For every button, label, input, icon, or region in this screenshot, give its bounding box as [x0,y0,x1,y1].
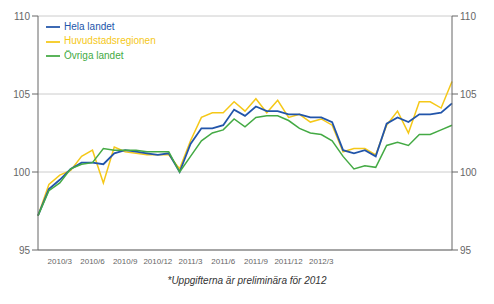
svg-text:95: 95 [460,245,472,256]
svg-text:2011/3: 2011/3 [179,257,203,266]
svg-text:2010/3: 2010/3 [48,257,73,266]
svg-text:2010/12: 2010/12 [143,257,172,266]
svg-text:2010/6: 2010/6 [80,257,105,266]
svg-text:2010/9: 2010/9 [113,257,138,266]
svg-text:105: 105 [460,89,477,100]
html-text:Hela landet: Hela landet [64,21,115,32]
svg-text:105: 105 [13,89,30,100]
svg-text:2012/3: 2012/3 [309,257,334,266]
html-text:Övriga landet: Övriga landet [64,49,124,61]
svg-text:110: 110 [460,11,476,22]
svg-text:110: 110 [14,11,30,22]
svg-text:2011/12: 2011/12 [274,257,303,266]
svg-text:95: 95 [19,245,31,256]
svg-text:100: 100 [460,167,477,178]
svg-text:2011/6: 2011/6 [211,257,235,266]
html-text:Huvudstadsregionen: Huvudstadsregionen [64,35,156,47]
svg-text:2011/9: 2011/9 [244,257,268,266]
html-text:*Uppgifterna är preliminära fö: *Uppgifterna är preliminära för 2012 [167,275,327,286]
svg-text:100: 100 [13,167,30,178]
